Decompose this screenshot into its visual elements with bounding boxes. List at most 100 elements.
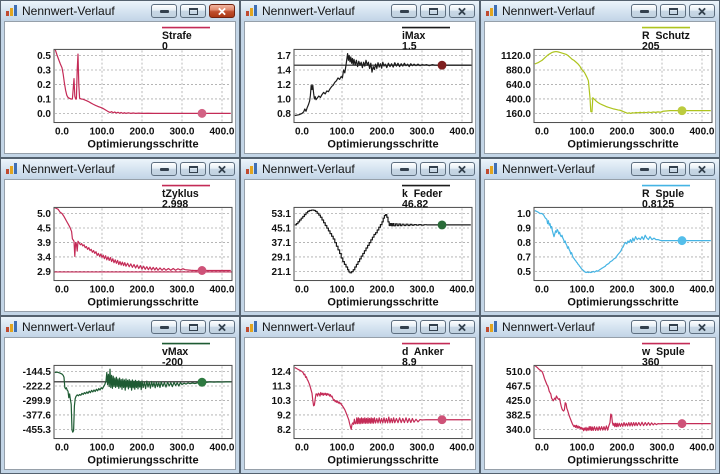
chart-tzyklus: 5.0 4.5 3.9 3.4 2.9 0.0 100.0 200.0 300.0 400.0 Op… bbox=[37, 184, 235, 308]
x-axis-title: Optimierungsschritte bbox=[87, 138, 198, 150]
maximize-button[interactable] bbox=[180, 162, 206, 176]
window-title: Nennwert-Verlauf bbox=[262, 4, 355, 18]
close-button[interactable] bbox=[209, 162, 235, 176]
x-tick-label: 400.0 bbox=[690, 443, 715, 454]
maximize-icon bbox=[668, 7, 678, 15]
y-tick-label: 467.5 bbox=[506, 381, 531, 392]
window-title: Nennwert-Verlauf bbox=[502, 4, 595, 18]
x-tick-label: 400.0 bbox=[450, 443, 475, 454]
close-button[interactable] bbox=[209, 4, 235, 18]
close-button[interactable] bbox=[449, 320, 475, 334]
close-button[interactable] bbox=[449, 162, 475, 176]
chart-app-icon bbox=[6, 163, 17, 174]
legend-value: 2.998 bbox=[162, 198, 188, 210]
x-tick-label: 300.0 bbox=[170, 285, 195, 296]
legend-name: iMax bbox=[402, 30, 425, 42]
minimize-icon bbox=[159, 167, 169, 171]
window-titlebar[interactable]: Nennwert-Verlauf bbox=[1, 159, 239, 179]
close-button[interactable] bbox=[689, 4, 715, 18]
window-controls bbox=[151, 320, 235, 334]
chart-d-anker: 12.4 11.3 10.3 9.2 8.2 0.0 100.0 200.0 300.0 400.… bbox=[272, 342, 475, 466]
chart-panel: 1.0 0.9 0.8 0.7 0.5 0.0 100.0 200.0 300.0 400.0 Op… bbox=[484, 179, 716, 312]
window-titlebar[interactable]: Nennwert-Verlauf bbox=[481, 317, 719, 337]
marker-dot bbox=[677, 236, 687, 246]
maximize-button[interactable] bbox=[420, 162, 446, 176]
close-button[interactable] bbox=[209, 320, 235, 334]
window-titlebar[interactable]: Nennwert-Verlauf bbox=[1, 317, 239, 337]
x-axis-title: Optimierungsschritte bbox=[567, 454, 678, 466]
marker-dot bbox=[197, 377, 207, 387]
chart-app-icon bbox=[246, 163, 257, 174]
minimize-button[interactable] bbox=[631, 162, 657, 176]
plot-background bbox=[54, 365, 232, 439]
x-tick-label: 0.0 bbox=[55, 443, 69, 454]
x-tick-label: 200.0 bbox=[130, 443, 155, 454]
close-icon bbox=[218, 165, 226, 173]
minimize-button[interactable] bbox=[391, 4, 417, 18]
minimize-icon bbox=[639, 167, 649, 171]
x-tick-label: 300.0 bbox=[410, 127, 435, 138]
nennwert-window-9: Nennwert-Verlauf 510.0 467.5 425.0 382.5 340… bbox=[480, 316, 720, 474]
plot-border bbox=[293, 364, 473, 440]
series-line bbox=[534, 50, 711, 115]
maximize-button[interactable] bbox=[420, 320, 446, 334]
chart-panel: 510.0 467.5 425.0 382.5 340.0 0.0 100.0 200.0 30… bbox=[484, 337, 716, 470]
legend-name: Strafe bbox=[162, 30, 192, 42]
nennwert-window-3: Nennwert-Verlauf 1120.0 880.0 640.0 400.0 16… bbox=[480, 0, 720, 158]
minimize-button[interactable] bbox=[151, 162, 177, 176]
x-tick-label: 400.0 bbox=[690, 285, 715, 296]
minimize-button[interactable] bbox=[391, 162, 417, 176]
maximize-button[interactable] bbox=[180, 4, 206, 18]
window-titlebar[interactable]: Nennwert-Verlauf bbox=[1, 1, 239, 21]
x-axis-title: Optimierungsschritte bbox=[327, 138, 438, 150]
marker-dot bbox=[677, 106, 687, 116]
y-tick-label: 1.0 bbox=[517, 209, 531, 220]
x-tick-label: 400.0 bbox=[450, 127, 475, 138]
chart-panel: 5.0 4.5 3.9 3.4 2.9 0.0 100.0 200.0 300.0 400.0 Op… bbox=[4, 179, 236, 312]
y-tick-label: -144.5 bbox=[23, 367, 52, 378]
series-line bbox=[294, 52, 471, 117]
legend-value: 46.82 bbox=[402, 198, 428, 210]
chart-panel: 1120.0 880.0 640.0 400.0 160.0 0.0 100.0 200.0 3… bbox=[484, 21, 716, 154]
legend-name: w Spule bbox=[641, 346, 685, 358]
minimize-button[interactable] bbox=[151, 4, 177, 18]
maximize-icon bbox=[428, 165, 438, 173]
x-tick-label: 0.0 bbox=[295, 443, 309, 454]
maximize-button[interactable] bbox=[180, 320, 206, 334]
minimize-button[interactable] bbox=[151, 320, 177, 334]
x-axis-title: Optimierungsschritte bbox=[327, 454, 438, 466]
legend-name: d Anker bbox=[402, 346, 444, 358]
chart-r-spule: 1.0 0.9 0.8 0.7 0.5 0.0 100.0 200.0 300.0 400.0 Op… bbox=[517, 184, 715, 308]
window-titlebar[interactable]: Nennwert-Verlauf bbox=[241, 317, 479, 337]
chart-strafe: 0.5 0.3 0.2 0.1 0.0 0.0 100.0 200.0 300.0 400.0 Op… bbox=[37, 26, 235, 150]
maximize-button[interactable] bbox=[420, 4, 446, 18]
x-tick-label: 200.0 bbox=[370, 285, 395, 296]
legend-name: R Spule bbox=[642, 188, 684, 200]
nennwert-window-7: Nennwert-Verlauf -144.5 -222.2 -299.9 -377.… bbox=[0, 316, 240, 474]
window-titlebar[interactable]: Nennwert-Verlauf bbox=[241, 159, 479, 179]
chart-w-spule: 510.0 467.5 425.0 382.5 340.0 0.0 100.0 200.0 30… bbox=[506, 342, 715, 466]
maximize-button[interactable] bbox=[660, 4, 686, 18]
x-tick-label: 200.0 bbox=[370, 443, 395, 454]
marker-dot bbox=[677, 419, 687, 429]
minimize-button[interactable] bbox=[631, 4, 657, 18]
y-tick-label: 9.2 bbox=[277, 410, 291, 421]
window-titlebar[interactable]: Nennwert-Verlauf bbox=[481, 1, 719, 21]
close-button[interactable] bbox=[689, 162, 715, 176]
series-line bbox=[294, 367, 471, 431]
minimize-button[interactable] bbox=[631, 320, 657, 334]
minimize-button[interactable] bbox=[391, 320, 417, 334]
close-icon bbox=[218, 7, 226, 15]
maximize-button[interactable] bbox=[660, 320, 686, 334]
maximize-button[interactable] bbox=[660, 162, 686, 176]
nennwert-window-4: Nennwert-Verlauf 5.0 4.5 3.9 3.4 2.9 0.0 100.0… bbox=[0, 158, 240, 316]
window-titlebar[interactable]: Nennwert-Verlauf bbox=[241, 1, 479, 21]
x-tick-label: 400.0 bbox=[210, 443, 235, 454]
window-title: Nennwert-Verlauf bbox=[22, 162, 115, 176]
legend-name: k Feder bbox=[402, 188, 442, 200]
close-button[interactable] bbox=[689, 320, 715, 334]
close-button[interactable] bbox=[449, 4, 475, 18]
x-tick-label: 100.0 bbox=[330, 127, 355, 138]
window-titlebar[interactable]: Nennwert-Verlauf bbox=[481, 159, 719, 179]
x-tick-label: 100.0 bbox=[570, 127, 595, 138]
